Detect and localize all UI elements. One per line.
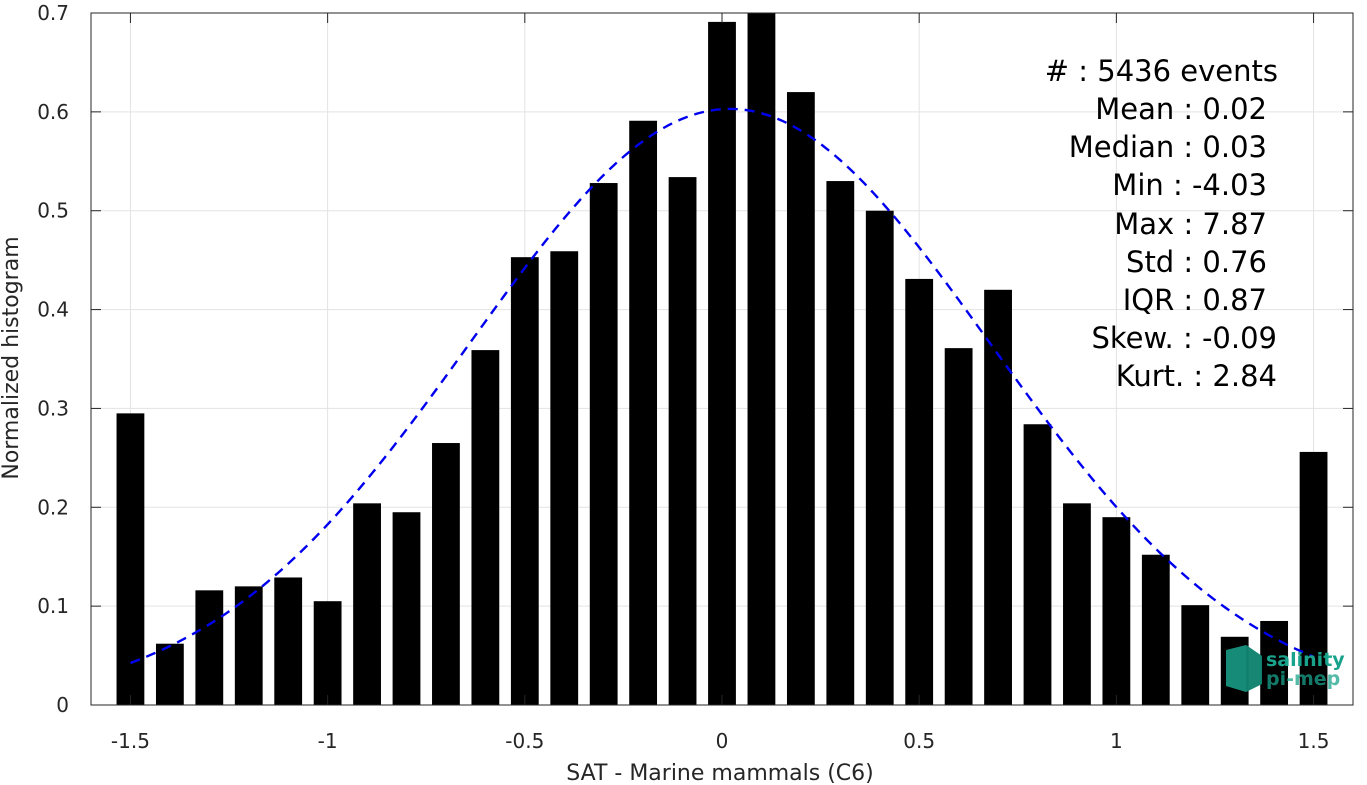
gaussian-fit-curve [130,107,1315,665]
stat-mean: Mean : 0.02 [1095,92,1267,126]
histogram-bar [944,348,973,705]
y-tick-labels: 0 0.1 0.2 0.3 0.4 0.5 0.6 0.7 [37,1,69,717]
stat-max: Max : 7.87 [1114,207,1267,241]
axis-ticks [91,12,1353,706]
histogram-bar [747,13,776,705]
histogram-bar [471,350,500,705]
statistics-annotation: # : 5436 events Mean : 0.02 Median : 0.0… [1045,54,1278,393]
histogram-bar [195,590,224,705]
histogram-bar [234,586,263,705]
y-tick-label: 0.2 [37,495,69,519]
histogram-bar [708,21,736,705]
histogram-bars [116,13,1328,706]
histogram-bar [550,251,579,705]
stat-min: Min : -4.03 [1112,168,1267,202]
y-tick-label: 0.6 [37,100,69,124]
histogram-bar [1063,503,1091,705]
y-tick-label: 0.7 [37,1,69,25]
histogram-bar [629,120,658,706]
histogram-bar [1299,451,1328,705]
histogram-bar [1023,424,1052,705]
x-tick-labels: -1.5 -1 -0.5 0 0.5 1 1.5 [111,729,1330,753]
histogram-bar [116,413,145,705]
stat-median: Median : 0.03 [1069,130,1267,164]
x-tick-label: 1.5 [1298,729,1330,753]
x-axis-title: SAT - Marine mammals (C6) [566,761,874,785]
histogram-bar [1181,605,1210,705]
logo-text-salinity: salinity [1266,649,1345,671]
y-axis-title: Normalized histogram [0,236,24,479]
histogram-bar [786,92,815,706]
histogram-bar [510,257,539,705]
y-tick-label: 0.5 [37,199,69,223]
x-tick-label: 0 [716,729,729,753]
histogram-bar [984,289,1012,705]
histogram-bar [905,278,934,705]
y-tick-label: 0.1 [37,594,69,618]
histogram-bar [155,643,184,705]
histogram-bar [432,443,460,705]
stat-kurtosis: Kurt. : 2.84 [1116,359,1277,393]
y-tick-label: 0.3 [37,396,69,420]
y-tick-label: 0 [56,693,69,717]
histogram-bar [274,577,303,705]
histogram-bar [668,177,697,706]
stat-skewness: Skew. : -0.09 [1091,321,1277,355]
logo-text-pimep: pi-mep [1266,668,1340,690]
histogram-bar [589,183,618,705]
histogram-bar [1102,517,1131,705]
logo-cube-shade [1246,645,1262,692]
histogram-bar [1141,554,1170,705]
histogram-bar [392,512,421,705]
x-tick-label: -1 [318,729,338,753]
stat-iqr: IQR : 0.87 [1123,283,1267,317]
histogram-bar [1260,620,1289,705]
histogram-bar [826,181,855,706]
stat-count: # : 5436 events [1045,54,1278,88]
histogram-bar [353,503,381,705]
x-tick-label: 1 [1110,729,1123,753]
x-tick-label: -1.5 [111,729,150,753]
x-tick-label: -0.5 [505,729,544,753]
x-tick-label: 0.5 [903,729,935,753]
stat-std: Std : 0.76 [1126,245,1267,279]
histogram-bar [313,601,342,705]
y-tick-label: 0.4 [37,298,69,322]
salinity-pimep-logo: salinity pi-mep [1226,645,1345,692]
histogram-bar [865,210,894,705]
